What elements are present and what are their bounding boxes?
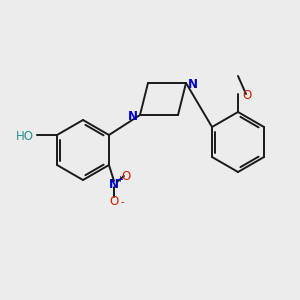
Text: O: O: [110, 195, 118, 208]
Text: +: +: [116, 175, 123, 184]
Text: N: N: [188, 78, 198, 91]
Text: HO: HO: [16, 130, 34, 143]
Text: O: O: [122, 170, 130, 183]
Text: O: O: [242, 89, 251, 102]
Text: N: N: [109, 178, 119, 191]
Text: N: N: [128, 110, 138, 123]
Text: -: -: [120, 197, 124, 207]
